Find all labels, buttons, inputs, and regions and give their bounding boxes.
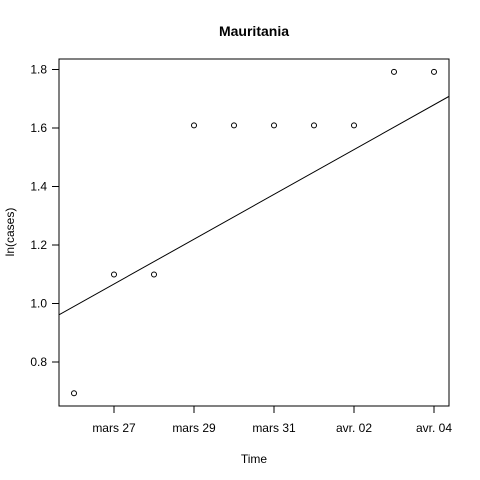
data-point [231,122,237,129]
x-tick-label: mars 29 [172,421,216,435]
plot-frame [58,58,450,407]
data-point [391,68,397,75]
data-point [111,271,117,278]
chart-title: Mauritania [219,23,289,39]
y-tick-label: 1.2 [30,238,47,252]
x-tick-label: mars 27 [92,421,136,435]
data-point [311,122,317,129]
x-tick-label: avr. 04 [416,421,452,435]
x-axis-label: Time [241,452,268,466]
data-point [191,122,197,129]
y-tick-label: 1.4 [30,180,47,194]
x-tick-label: avr. 02 [336,421,372,435]
y-tick-label: 0.8 [30,355,47,369]
data-point [351,122,357,129]
y-axis-label: ln(cases) [3,208,17,257]
plot-marks: mars 27 mars 29 mars 31 avr. 02 avr. 04 0.8 1.… [30,63,452,436]
x-tick-label: mars 31 [252,421,296,435]
data-point [271,122,277,129]
y-tick-label: 1.8 [30,63,47,77]
y-tick-label: 1.0 [30,297,47,311]
data-point [431,68,437,75]
y-tick-label: 1.6 [30,121,47,135]
fit-line [59,95,449,316]
data-point [151,271,157,278]
data-point [71,390,77,397]
